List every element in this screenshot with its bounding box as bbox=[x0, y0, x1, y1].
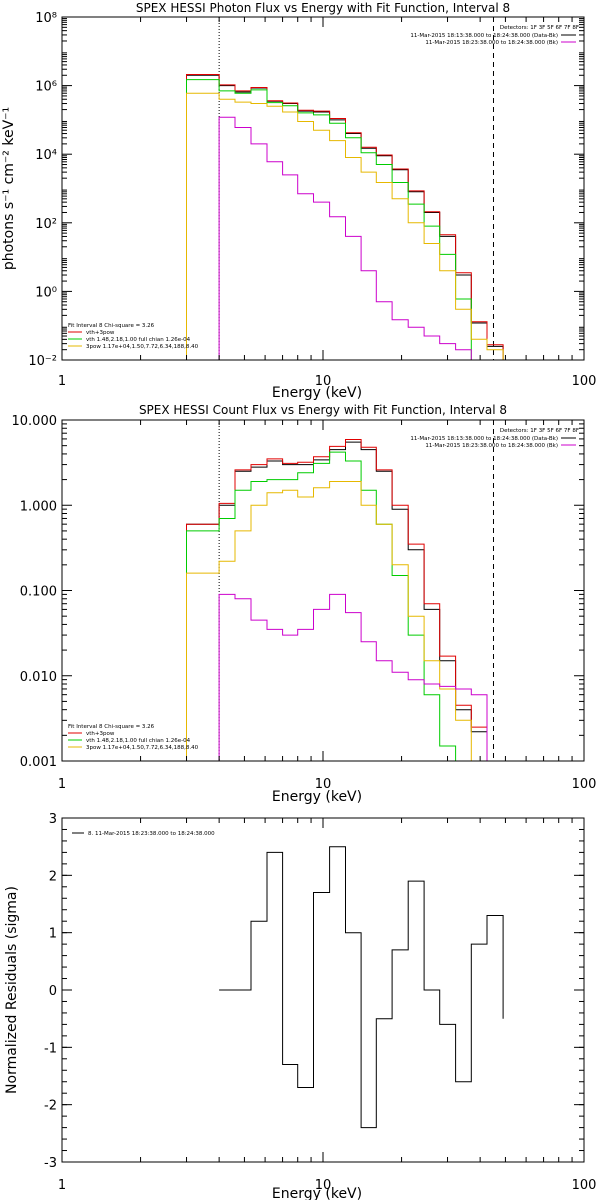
y-tick-label: 0.010 bbox=[20, 670, 57, 685]
legend-entry-label: vth 1.48,2.18,1.00 full chian 1.26e-04 bbox=[86, 738, 191, 744]
data-series-1 bbox=[219, 846, 504, 1129]
legend-entry-label: vth+3pow bbox=[86, 330, 115, 336]
x-tick-label: 100 bbox=[572, 374, 597, 389]
y-tick-label: 3 bbox=[49, 812, 57, 827]
data-series-2 bbox=[186, 74, 504, 360]
x-tick-label: 1 bbox=[58, 1178, 66, 1193]
y-tick-label: 10⁻² bbox=[28, 354, 57, 369]
y-tick-label: 1.000 bbox=[20, 499, 57, 514]
y-tick-label: 2 bbox=[49, 869, 57, 884]
legend-entry-label: 11-Mar-2015 18:23:38.000 to 18:24:38.000… bbox=[425, 443, 558, 449]
x-tick-label: 10 bbox=[315, 1178, 332, 1193]
data-series-3 bbox=[186, 451, 504, 761]
data-series-5 bbox=[218, 116, 488, 360]
chart-title: SPEX HESSI Count Flux vs Energy with Fit… bbox=[139, 403, 507, 417]
x-axis-label: Energy (keV) bbox=[272, 385, 362, 401]
fit-info-label: Fit Interval 8 Chi-square = 3.26 bbox=[68, 323, 155, 329]
y-tick-label: 10⁸ bbox=[35, 11, 57, 26]
y-tick-label: -3 bbox=[44, 1156, 57, 1171]
x-tick-label: 100 bbox=[572, 777, 597, 792]
legend-entry-label: 8. 11-Mar-2015 18:23:38.000 to 18:24:38.… bbox=[88, 831, 215, 837]
y-axis-label: Normalized Residuals (sigma) bbox=[4, 886, 20, 1094]
x-tick-label: 1 bbox=[58, 777, 66, 792]
y-tick-label: 0.100 bbox=[20, 585, 57, 600]
legend-entry-label: 3pow 1.17e+04,1.50,7.72,6.34,188,8.40 bbox=[86, 745, 199, 751]
y-tick-label: 0.001 bbox=[20, 755, 57, 770]
y-axis-label: photons s⁻¹ cm⁻² keV⁻¹ bbox=[1, 107, 17, 270]
y-tick-label: 1 bbox=[49, 927, 57, 942]
legend-entry-label: vth+3pow bbox=[86, 731, 115, 737]
y-tick-label: 10² bbox=[35, 217, 57, 232]
chart-panel-2: SPEX HESSI Count Flux vs Energy with Fit… bbox=[12, 403, 597, 805]
detectors-label: Detectors: 1F 3F 5F 6F 7F 8F bbox=[500, 25, 579, 31]
plot-frame bbox=[61, 16, 585, 361]
y-tick-label: -1 bbox=[44, 1041, 57, 1056]
data-series-3 bbox=[186, 79, 472, 360]
x-tick-label: 10 bbox=[315, 777, 332, 792]
legend-entry-label: 11-Mar-2015 18:13:38.000 to 18:24:38.000… bbox=[410, 436, 558, 442]
y-tick-label: 10⁴ bbox=[35, 148, 57, 163]
x-tick-label: 10 bbox=[315, 374, 332, 389]
detectors-label: Detectors: 1F 3F 5F 6F 7F 8F bbox=[500, 428, 579, 434]
legend-entry-label: 11-Mar-2015 18:23:38.000 to 18:24:38.000… bbox=[425, 40, 558, 46]
y-tick-label: 10⁶ bbox=[35, 80, 57, 95]
data-series-5 bbox=[218, 593, 488, 761]
legend-entry-label: 11-Mar-2015 18:13:38.000 to 18:24:38.000… bbox=[410, 33, 558, 39]
legend-entry-label: vth 1.48,2.18,1.00 full chian 1.26e-04 bbox=[86, 337, 191, 343]
data-series-4 bbox=[186, 92, 504, 360]
legend-entry-label: 3pow 1.17e+04,1.50,7.72,6.34,188,8.40 bbox=[86, 344, 199, 350]
y-tick-label: -2 bbox=[44, 1099, 57, 1114]
data-series-4 bbox=[186, 481, 504, 761]
plot-frame bbox=[61, 817, 585, 1163]
y-tick-label: 10⁰ bbox=[35, 285, 57, 300]
y-tick-label: 10.000 bbox=[12, 414, 58, 429]
y-tick-label: 0 bbox=[49, 984, 57, 999]
plot-frame bbox=[61, 419, 585, 762]
x-axis-label: Energy (keV) bbox=[272, 789, 362, 805]
x-axis-label: Energy (keV) bbox=[272, 1186, 362, 1200]
chart-panel-3: 1 10 100 -3 -2 -1 0 1 2 3 Energy (keV) Normalized R… bbox=[4, 812, 596, 1200]
fit-info-label: Fit Interval 8 Chi-square = 3.26 bbox=[68, 724, 155, 730]
data-series-2 bbox=[186, 439, 504, 761]
chart-panel-1: SPEX HESSI Photon Flux vs Energy with Fi… bbox=[1, 1, 596, 401]
x-tick-label: 1 bbox=[58, 374, 66, 389]
x-tick-label: 100 bbox=[572, 1178, 597, 1193]
chart-title: SPEX HESSI Photon Flux vs Energy with Fi… bbox=[136, 1, 510, 15]
